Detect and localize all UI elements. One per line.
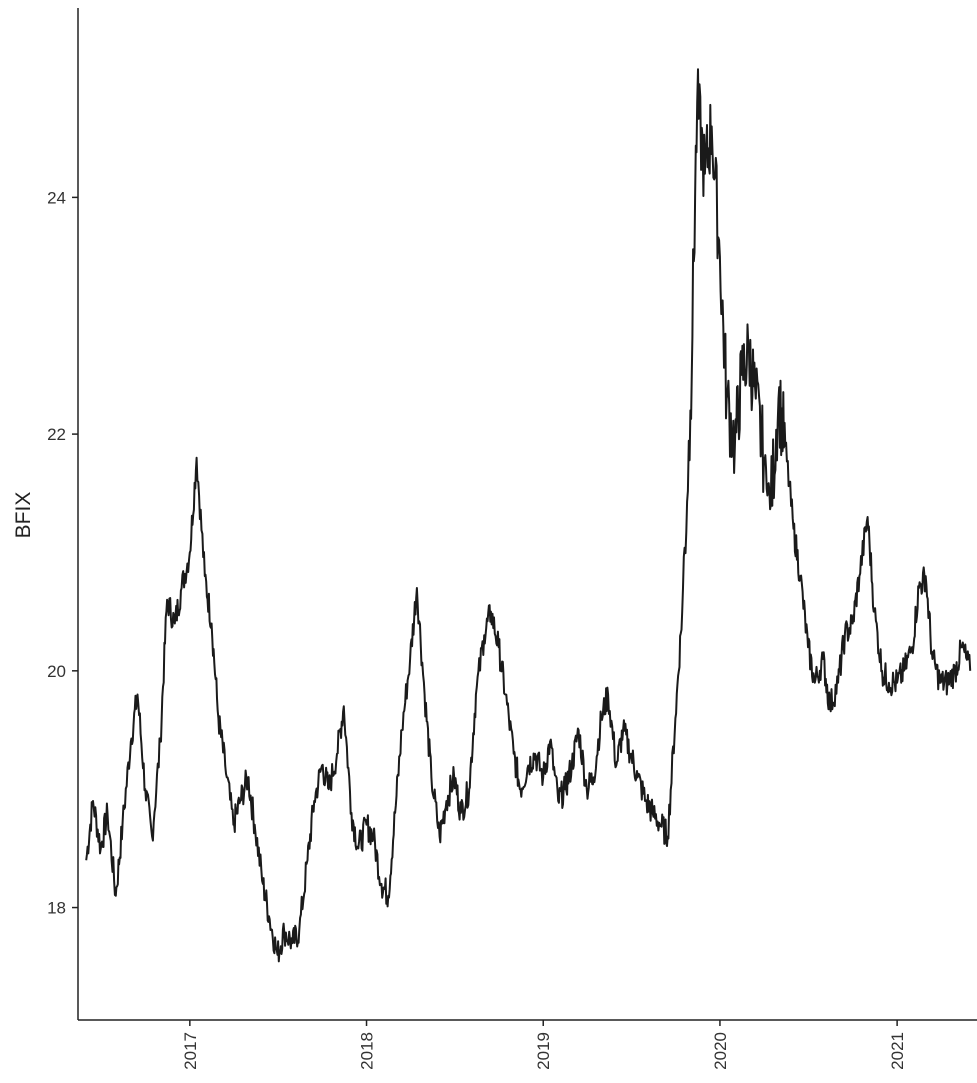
y-tick-label-24: 24 bbox=[47, 188, 66, 207]
x-ticks: 2017 2018 2019 2020 2021 bbox=[181, 1020, 907, 1070]
x-tick-label-2019: 2019 bbox=[534, 1032, 553, 1070]
y-ticks: 18 20 22 24 bbox=[47, 188, 78, 918]
y-tick-label-18: 18 bbox=[47, 899, 66, 918]
plot-area bbox=[85, 68, 972, 963]
x-tick-label-2017: 2017 bbox=[181, 1032, 200, 1070]
series-line-0 bbox=[85, 68, 972, 963]
y-tick-label-20: 20 bbox=[47, 662, 66, 681]
x-tick-label-2018: 2018 bbox=[358, 1032, 377, 1070]
y-axis-title: BFIX bbox=[12, 492, 35, 539]
x-tick-label-2020: 2020 bbox=[711, 1032, 730, 1070]
axes bbox=[77, 8, 977, 1021]
x-tick-label-2021: 2021 bbox=[888, 1032, 907, 1070]
y-tick-label-22: 22 bbox=[47, 425, 66, 444]
